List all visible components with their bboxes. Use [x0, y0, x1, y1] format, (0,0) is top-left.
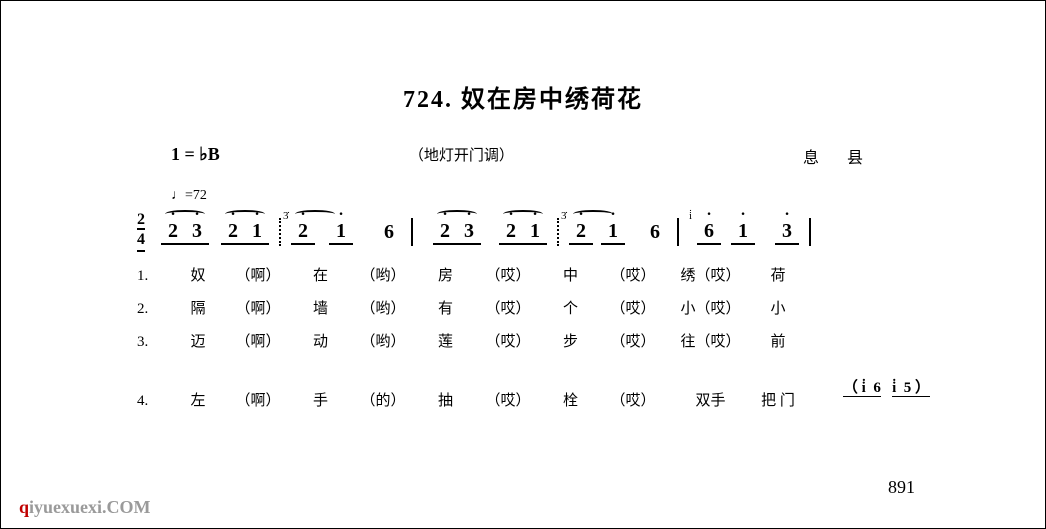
tune-name: （地灯开门调） [409, 144, 514, 168]
lyric-cell: （啊） [223, 330, 293, 351]
grace-note: i̇ [689, 210, 692, 222]
note: 1 [601, 220, 625, 245]
tempo-marking: ♩=72 [1, 188, 1045, 204]
note: 3 [457, 220, 481, 245]
grace-note: 3̇ [561, 210, 567, 222]
lyric-cell: 在 [293, 264, 348, 285]
barline-dotted [279, 218, 281, 246]
lyric-cell: 墙 [293, 297, 348, 318]
region-label: 息 县 [803, 144, 875, 168]
lyric-number: 2. [137, 301, 173, 318]
note-group: 2 3 [161, 220, 209, 245]
note-group: i̇ 6 1 [697, 220, 755, 245]
lyric-cell: 小（哎） [668, 297, 753, 318]
lyric-cell: （哎） [473, 297, 543, 318]
grace-note: 3̇ [283, 210, 289, 222]
lyric-cell: （哟） [348, 330, 418, 351]
note: 2 [161, 220, 185, 245]
watermark-rest: iyuexuexi.COM [29, 497, 151, 517]
lyric-cell: 有 [418, 297, 473, 318]
score-title: 724. 奴在房中绣荷花 [1, 79, 1045, 114]
lyric-cell: 小 [753, 297, 803, 318]
note: 6 [697, 220, 721, 245]
note: 3 [775, 220, 799, 245]
lyric-cell: （哟） [348, 297, 418, 318]
lyric-cell: 把 门 [753, 389, 803, 410]
lyric-cell: 隔 [173, 297, 223, 318]
note: 1 [523, 220, 547, 245]
lyric-cell: 动 [293, 330, 348, 351]
lyric-number: 1. [137, 268, 173, 285]
lyric-cell: 荷 [753, 264, 803, 285]
note: 6 [643, 221, 667, 244]
barline [677, 218, 679, 246]
barline [411, 218, 413, 246]
key-signature: 1 = ♭B [171, 144, 220, 168]
lyric-row: 1.奴（啊）在（哟）房（哎）中（哎）绣（哎）荷 [1, 264, 1045, 285]
barline [809, 218, 811, 246]
lyric-cell: 房 [418, 264, 473, 285]
lyric-cell: 绣（哎） [668, 264, 753, 285]
note: 1 [329, 220, 353, 245]
lyric-row: 3.迈（啊）动（哟）莲（哎）步（哎）往（哎）前 [1, 330, 1045, 351]
lyric-number: 3. [137, 334, 173, 351]
note-group: 3̇ 2 1 [569, 220, 625, 245]
note-group: 2 1 [221, 220, 269, 245]
lyric-cell: （哎） [598, 330, 668, 351]
lyric-cell: 个 [543, 297, 598, 318]
lyric-cell: 双手 [668, 389, 753, 410]
note: 6 [377, 221, 401, 244]
note: 2 [291, 220, 315, 245]
lyric-cell: （啊） [223, 264, 293, 285]
lyric-cell: （的） [348, 389, 418, 410]
barline-dotted [557, 218, 559, 246]
notation-row: 2 2 3 2 1 3̇ 2 1 6 2 3 2 1 3̇ 2 1 [1, 212, 1045, 252]
lyric-cell: （哎） [473, 330, 543, 351]
lyric-number: 4. [137, 393, 173, 410]
lyric-cell: 往（哎） [668, 330, 753, 351]
lyric-cell: （哎） [598, 389, 668, 410]
lyric-cell: 莲 [418, 330, 473, 351]
lyric-cell: 前 [753, 330, 803, 351]
subtitle-row: 1 = ♭B （地灯开门调） 息 县 [1, 144, 1045, 168]
page-number: 891 [888, 477, 915, 498]
watermark-q: q [19, 497, 29, 517]
lyric-cell: 奴 [173, 264, 223, 285]
lyric-row: 2.隔（啊）墙（哟）有（哎）个（哎）小（哎）小 [1, 297, 1045, 318]
note: 2 [499, 220, 523, 245]
note: 2 [433, 220, 457, 245]
lyric-cell: 迈 [173, 330, 223, 351]
lyric-cell: （哟） [348, 264, 418, 285]
lyric-cell: 左 [173, 389, 223, 410]
lyric-cell: （哎） [598, 297, 668, 318]
note-group: 2 1 [499, 220, 547, 245]
extra-notation: （ i̇ 6 i̇ 5 ） [843, 376, 930, 397]
note: 2 [569, 220, 593, 245]
lyric-cell: （啊） [223, 389, 293, 410]
lyric-cell: （哎） [473, 389, 543, 410]
watermark: qiyuexuexi.COM [19, 497, 151, 518]
lyric-cell: 手 [293, 389, 348, 410]
lyric-cell: 栓 [543, 389, 598, 410]
note: 1 [731, 220, 755, 245]
note: 2 [221, 220, 245, 245]
lyric-cell: 中 [543, 264, 598, 285]
note: 1 [245, 220, 269, 245]
note-group: 2 3 [433, 220, 481, 245]
lyric-cell: 抽 [418, 389, 473, 410]
lyric-cell: （哎） [473, 264, 543, 285]
lyric-cell: （啊） [223, 297, 293, 318]
time-sig-top: 2 [137, 212, 145, 228]
lyric-cell: （哎） [598, 264, 668, 285]
note-group: 3̇ 2 1 [291, 220, 353, 245]
lyric-cell: 步 [543, 330, 598, 351]
time-signature: 2 [137, 212, 145, 252]
note: 3 [185, 220, 209, 245]
